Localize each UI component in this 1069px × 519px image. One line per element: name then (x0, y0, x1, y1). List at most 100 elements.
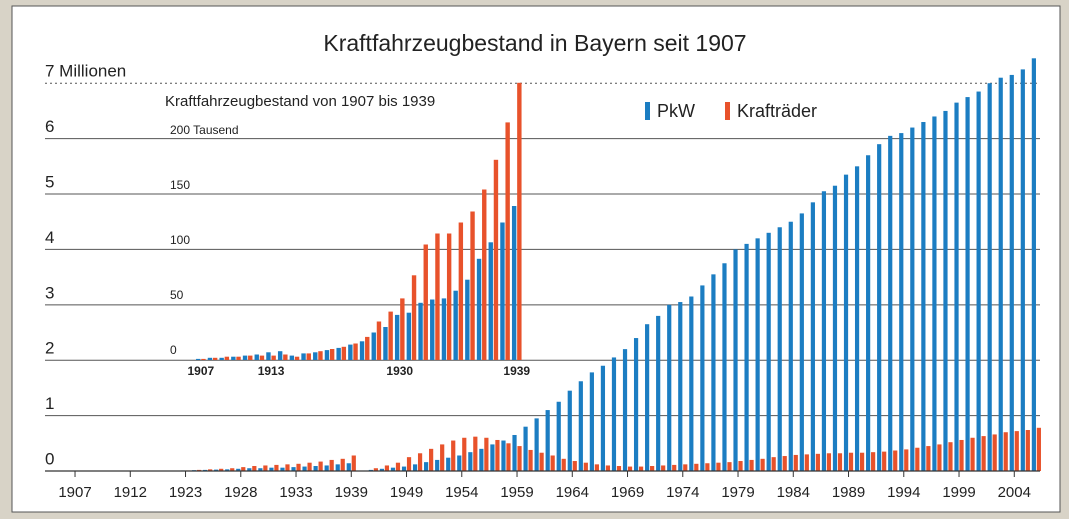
bar (201, 358, 206, 360)
bar (453, 290, 458, 360)
chart-title: Kraftfahrzeugbestand in Bayern seit 1907 (323, 30, 746, 56)
legend-swatch (645, 102, 650, 120)
bar (716, 462, 721, 471)
bar (231, 356, 236, 360)
bar (219, 357, 224, 360)
bar (376, 321, 382, 360)
bar (501, 440, 506, 471)
x-tick-label: 1933 (279, 484, 312, 501)
bar (365, 336, 370, 360)
bar (843, 174, 849, 471)
bar (395, 462, 401, 471)
bar (373, 468, 378, 471)
x-tick-label: 1912 (114, 484, 147, 501)
bar (248, 355, 253, 360)
bar (837, 453, 843, 471)
bar (423, 244, 428, 360)
bar (689, 296, 694, 471)
bar (771, 457, 776, 471)
bar (390, 467, 396, 471)
bar (225, 469, 230, 471)
bar (943, 110, 948, 472)
legend-swatch (725, 102, 730, 120)
bar (289, 355, 295, 360)
bar (987, 83, 992, 471)
bar (313, 466, 318, 471)
bar (622, 349, 628, 471)
x-tick-label: 1913 (258, 364, 285, 378)
bar (430, 299, 435, 360)
bar (738, 461, 743, 471)
bar (196, 358, 201, 360)
bar (208, 469, 213, 471)
bar (277, 351, 283, 360)
bar (672, 464, 677, 471)
bar (511, 206, 517, 360)
bar (826, 453, 832, 471)
bar (799, 213, 804, 471)
bar (1025, 430, 1030, 471)
bar (512, 434, 517, 471)
bar (296, 463, 301, 471)
x-tick-label: 1969 (611, 484, 644, 501)
bar (493, 159, 499, 360)
bar (473, 436, 478, 471)
x-tick-label: 1974 (666, 484, 699, 501)
bar (932, 116, 937, 471)
bar (346, 463, 351, 471)
bar (465, 279, 470, 360)
bar (351, 455, 356, 471)
bar (446, 457, 451, 471)
bar (804, 454, 809, 471)
x-tick-label: 1984 (777, 484, 810, 501)
bar (207, 357, 213, 360)
bar (528, 449, 533, 471)
bar (893, 450, 898, 471)
bar (388, 311, 393, 360)
bar (517, 82, 522, 361)
bar (937, 444, 942, 471)
bar (976, 91, 981, 471)
bar (412, 464, 418, 471)
inset-y-tick-label: 100 (170, 233, 190, 247)
bar (788, 221, 793, 471)
bar (242, 355, 248, 360)
bar (258, 468, 263, 471)
bar (230, 468, 235, 471)
x-tick-label: 1907 (187, 364, 214, 378)
bar (545, 410, 550, 471)
bar (711, 274, 716, 471)
bar (578, 381, 583, 471)
bar (266, 352, 271, 360)
bar (441, 298, 447, 360)
bar (589, 372, 594, 471)
bar (1014, 431, 1019, 471)
bar (661, 465, 666, 471)
bar (429, 448, 434, 471)
bar (921, 122, 926, 472)
bar (411, 275, 417, 360)
bar (910, 127, 915, 471)
bar (656, 315, 661, 471)
bar (291, 467, 296, 471)
bar (214, 469, 219, 471)
x-tick-label: 1923 (169, 484, 202, 501)
bar (594, 464, 599, 471)
bar (394, 314, 400, 360)
inset-title: Kraftfahrzeugbestand von 1907 bis 1939 (165, 93, 435, 110)
bar (705, 463, 710, 471)
bar (727, 462, 732, 471)
x-tick-label: 1907 (58, 484, 91, 501)
bar (550, 455, 555, 471)
bar (1020, 69, 1025, 472)
bar (777, 227, 782, 471)
bar (633, 338, 639, 471)
bar (406, 457, 412, 471)
bar (280, 467, 285, 471)
bar (877, 144, 882, 471)
bar (285, 464, 290, 471)
bar (307, 462, 312, 471)
bar (904, 449, 909, 471)
bar (638, 466, 644, 471)
